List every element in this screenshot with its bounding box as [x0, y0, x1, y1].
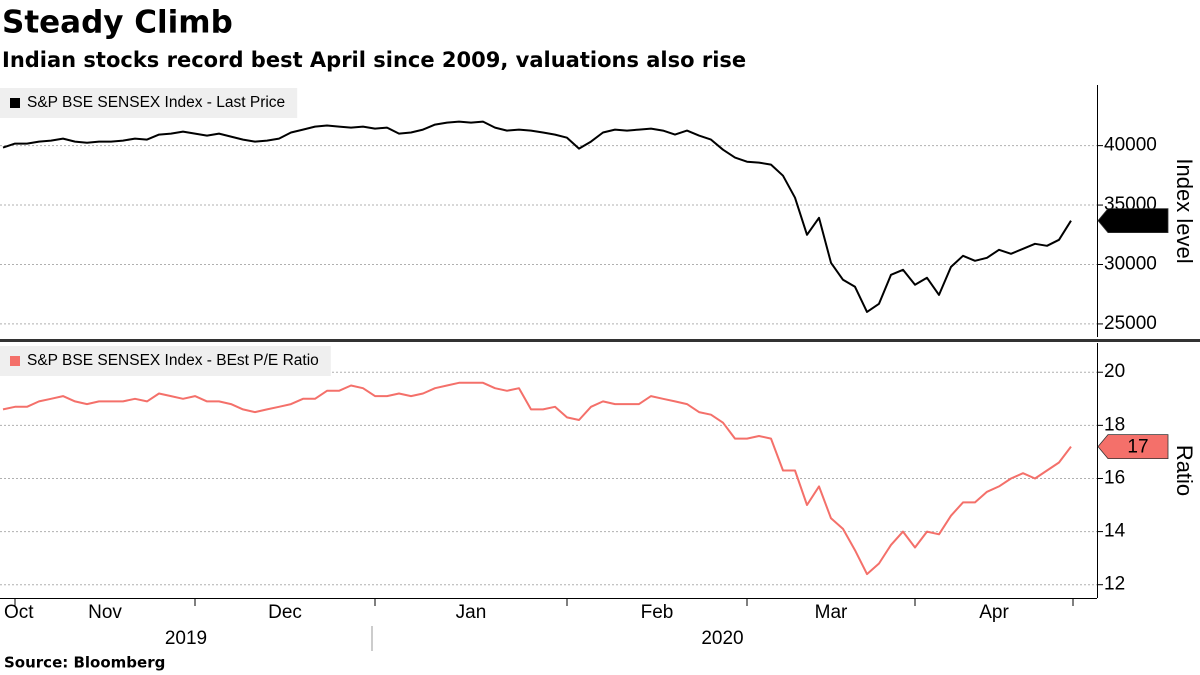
y-tick-label: 12: [1104, 574, 1125, 595]
y-tick-label: 40000: [1104, 135, 1157, 156]
y-axis-label: Ratio: [1172, 445, 1197, 496]
last-value-box: [1097, 434, 1169, 459]
series-line: [2, 120, 1072, 313]
x-tick-label: Apr: [979, 602, 1009, 623]
legend-swatch: [10, 356, 20, 366]
panel-divider: [0, 339, 1200, 342]
y-tick-label: 25000: [1104, 313, 1157, 334]
chart-title: Steady Climb: [2, 5, 233, 41]
legend-background: [0, 88, 298, 118]
x-tick-label: Nov: [88, 602, 122, 623]
y-tick-label: 30000: [1104, 254, 1157, 275]
legend-swatch: [10, 98, 20, 108]
legend: S&P BSE SENSEX Index - BEst P/E Ratio: [0, 346, 331, 376]
legend: S&P BSE SENSEX Index - Last Price: [0, 88, 298, 118]
y-tick-label: 14: [1104, 521, 1126, 542]
year-label: 2019: [165, 628, 207, 649]
x-tick-label: Jan: [456, 602, 487, 623]
legend-label: S&P BSE SENSEX Index - Last Price: [27, 94, 285, 111]
x-tick-label: Feb: [641, 602, 674, 623]
chart-subtitle: Indian stocks record best April since 20…: [2, 48, 746, 72]
legend-label: S&P BSE SENSEX Index - BEst P/E Ratio: [27, 352, 319, 369]
year-label: 2020: [701, 628, 743, 649]
y-axis-label: Index level: [1172, 158, 1197, 263]
series-line: [2, 381, 1072, 576]
x-tick-label: Mar: [815, 602, 848, 623]
x-tick-label: Dec: [268, 602, 302, 623]
last-value-label: 17: [1127, 437, 1148, 458]
y-tick-label: 18: [1104, 414, 1125, 435]
source: Source: Bloomberg: [4, 654, 165, 672]
legend-background: [0, 346, 331, 376]
y-tick-label: 16: [1104, 467, 1125, 488]
last-value-label: 33688: [1112, 211, 1165, 232]
last-value-box: [1097, 208, 1169, 234]
y-tick-label: 20: [1104, 361, 1125, 382]
x-tick-label: Oct: [4, 602, 34, 623]
